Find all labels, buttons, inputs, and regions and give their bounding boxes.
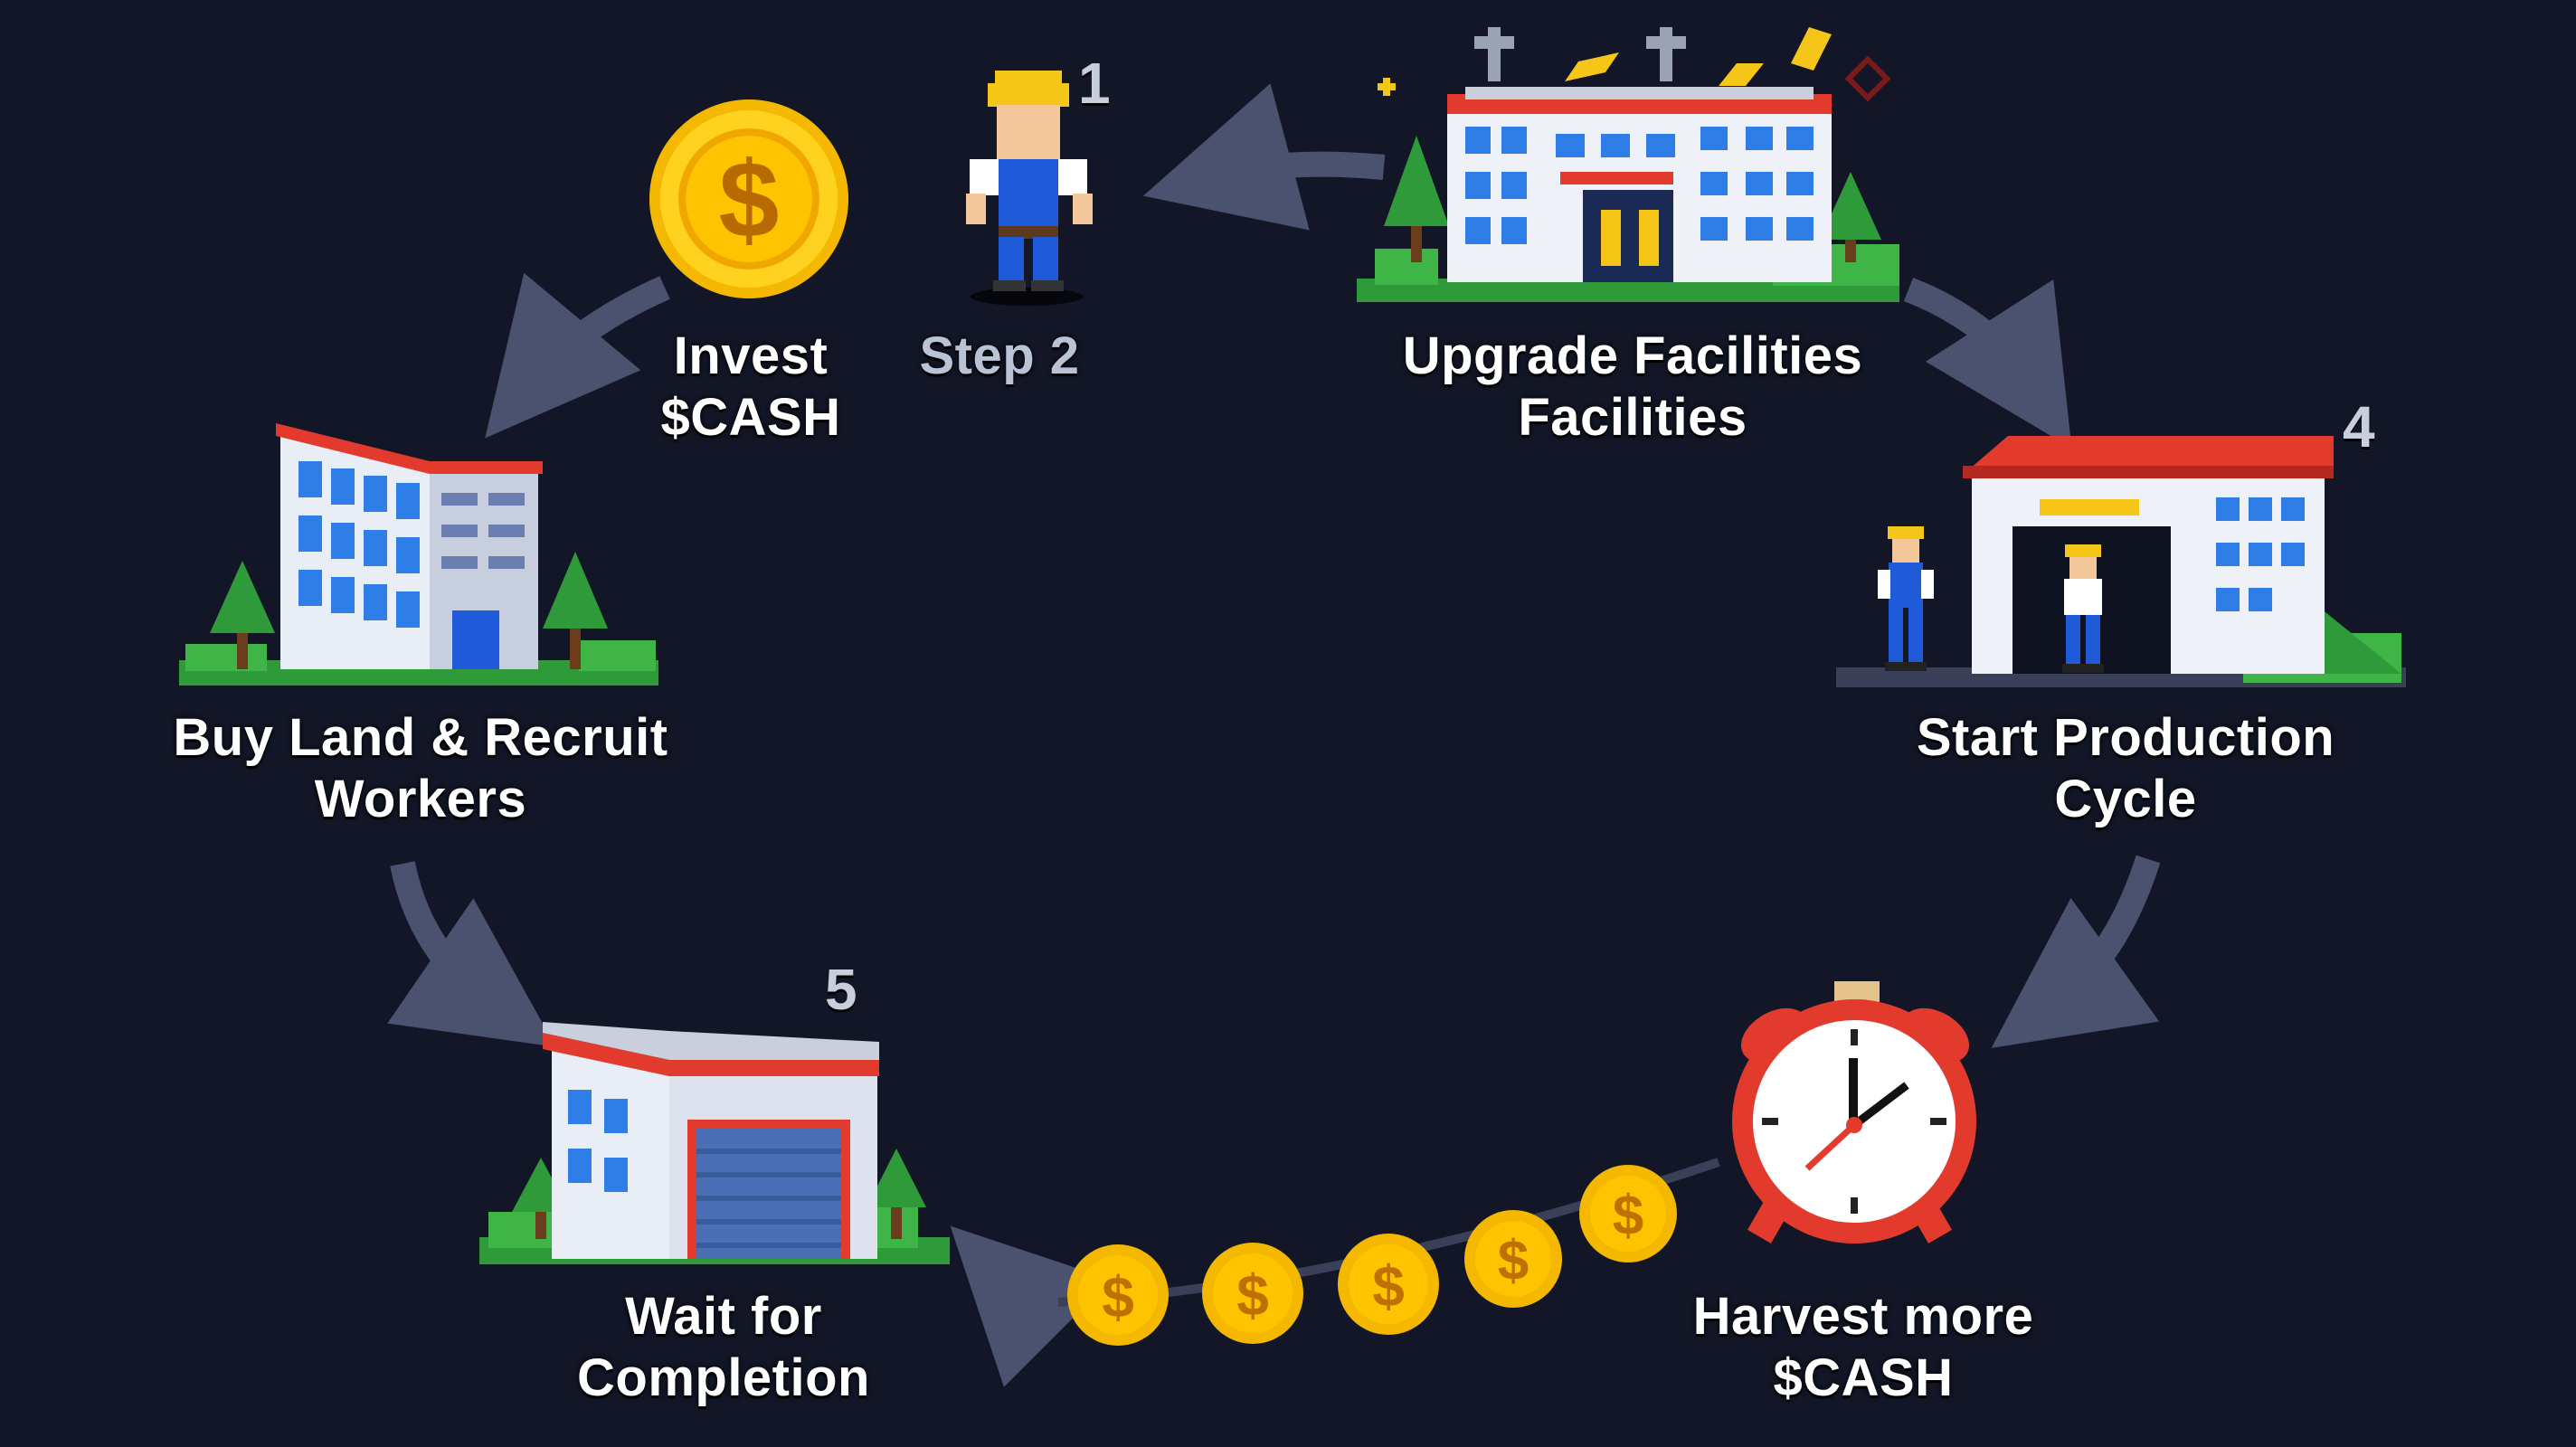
step-label-harvest: Harvest more $CASH — [1610, 1286, 2117, 1409]
worker-right — [2062, 544, 2104, 673]
step-number-4: 4 — [2343, 394, 2375, 459]
svg-text:$: $ — [719, 139, 780, 260]
wait-line-1: Wait for — [625, 1287, 822, 1346]
step-label-wait: Wait for Completion — [488, 1286, 959, 1409]
step-label-upgrade: Upgrade Facilities Facilities — [1339, 326, 1927, 449]
svg-text:$: $ — [1236, 1263, 1269, 1328]
coin-icon: $ — [1464, 1210, 1562, 1308]
invest-line-2: $CASH — [660, 388, 841, 447]
arrow-upgrade-to-step2 — [1142, 83, 1386, 231]
garage-icon — [479, 1022, 950, 1264]
coin-icon: $ — [1067, 1244, 1169, 1346]
step-number-1: 1 — [1078, 51, 1111, 116]
arrow-production-to-harvest — [1991, 855, 2161, 1048]
upgrade-line-1: Upgrade Facilities — [1402, 326, 1863, 385]
worker-left — [1878, 526, 1934, 671]
production-line-2: Cycle — [2054, 770, 2197, 828]
svg-text:$: $ — [1102, 1264, 1134, 1329]
factory-icon — [1357, 27, 1899, 302]
tools-icon — [1378, 27, 1891, 102]
step-label-step2: Step 2 — [891, 326, 1108, 387]
coin-icon: $ — [1579, 1165, 1677, 1263]
buyland-line-2: Workers — [314, 770, 527, 828]
arrow-harvest-to-wait — [950, 1225, 1112, 1387]
harvest-line-1: Harvest more — [1692, 1287, 2034, 1346]
svg-text:$: $ — [1498, 1230, 1529, 1292]
worker-icon — [966, 71, 1093, 306]
upgrade-line-2: Facilities — [1518, 388, 1747, 447]
coin-icon: $ — [649, 99, 848, 298]
step-label-buyland: Buy Land & Recruit Workers — [136, 707, 706, 830]
buyland-line-1: Buy Land & Recruit — [173, 708, 668, 767]
arrow-buyland-to-wait — [387, 861, 556, 1047]
cycle-arrows — [387, 83, 2161, 1387]
warehouse-icon — [1836, 436, 2406, 687]
coin-icon: $ — [1338, 1234, 1439, 1335]
coin-icon: $ — [1202, 1243, 1303, 1344]
invest-line-1: Invest — [673, 326, 829, 385]
production-line-1: Start Production — [1916, 708, 2335, 767]
harvest-line-2: $CASH — [1773, 1348, 1954, 1407]
svg-text:$: $ — [1613, 1185, 1643, 1247]
step2-line-1: Step 2 — [919, 326, 1080, 385]
wait-line-2: Completion — [577, 1348, 870, 1407]
coin-trail: $ $ $ $ $ — [1067, 1165, 1677, 1346]
arrow-upgrade-to-production — [1903, 277, 2072, 449]
alarm-clock-icon — [1732, 981, 1976, 1244]
step-label-production: Start Production Cycle — [1854, 707, 2397, 830]
step-label-invest: Invest $CASH — [633, 326, 868, 449]
office-building-icon — [179, 423, 658, 686]
svg-text:$: $ — [1372, 1253, 1405, 1319]
step-number-5: 5 — [825, 957, 857, 1022]
arrow-invest-to-buyland — [485, 272, 670, 439]
